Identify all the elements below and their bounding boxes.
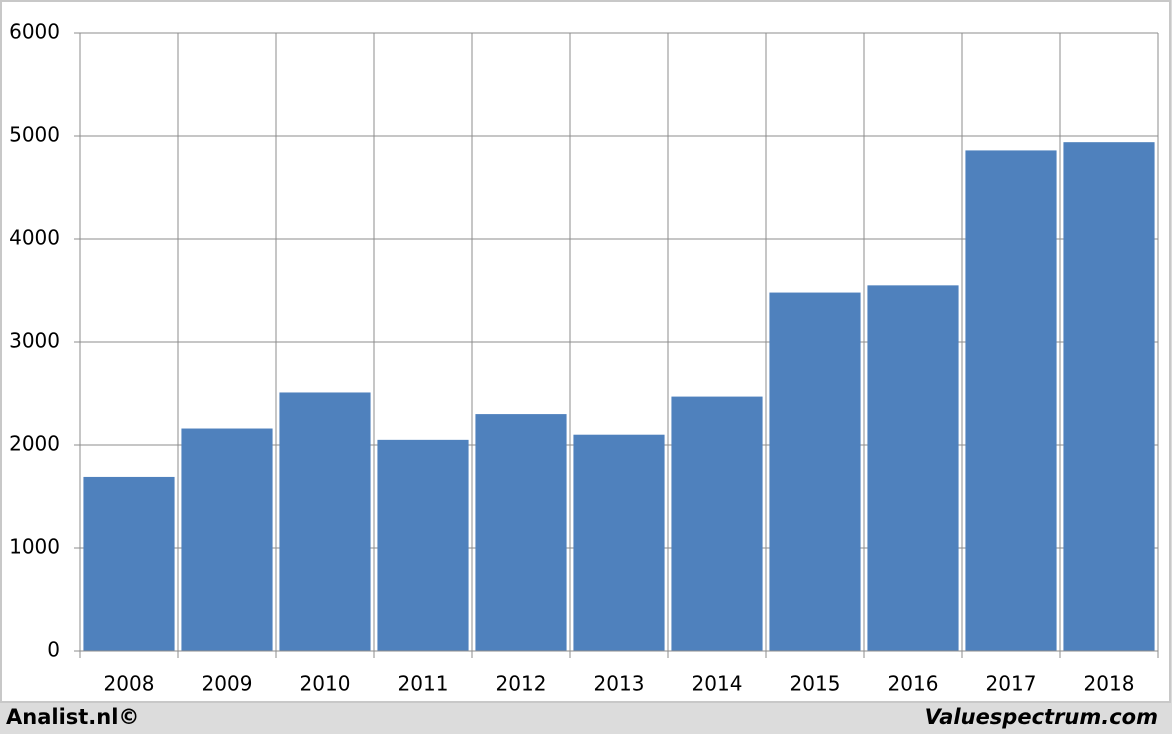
x-tick-label: 2014 (692, 672, 743, 696)
y-tick-label: 6000 (9, 20, 60, 44)
bar (769, 292, 861, 651)
x-tick-label: 2010 (300, 672, 351, 696)
bar (83, 476, 175, 651)
y-tick-label: 5000 (9, 123, 60, 147)
bar (377, 439, 469, 651)
y-tick-label: 3000 (9, 329, 60, 353)
y-tick-label: 4000 (9, 226, 60, 250)
x-tick-label: 2009 (202, 672, 253, 696)
y-tick-label: 2000 (9, 432, 60, 456)
x-tick-label: 2011 (398, 672, 449, 696)
bar (1063, 142, 1155, 651)
bar (279, 392, 371, 651)
footer-right: Valuespectrum.com (925, 705, 1158, 729)
y-tick-label: 0 (47, 638, 60, 662)
x-tick-label: 2017 (986, 672, 1037, 696)
x-tick-label: 2018 (1084, 672, 1135, 696)
bar (573, 434, 665, 651)
x-tick-label: 2015 (790, 672, 841, 696)
bar (965, 150, 1057, 652)
bar (867, 285, 959, 651)
bar (181, 428, 273, 651)
bar (671, 396, 763, 651)
y-tick-label: 1000 (9, 535, 60, 559)
footer-left: Analist.nl© (6, 705, 139, 729)
x-tick-label: 2016 (888, 672, 939, 696)
bar (475, 414, 567, 651)
x-tick-label: 2013 (594, 672, 645, 696)
x-tick-label: 2008 (104, 672, 155, 696)
x-tick-label: 2012 (496, 672, 547, 696)
